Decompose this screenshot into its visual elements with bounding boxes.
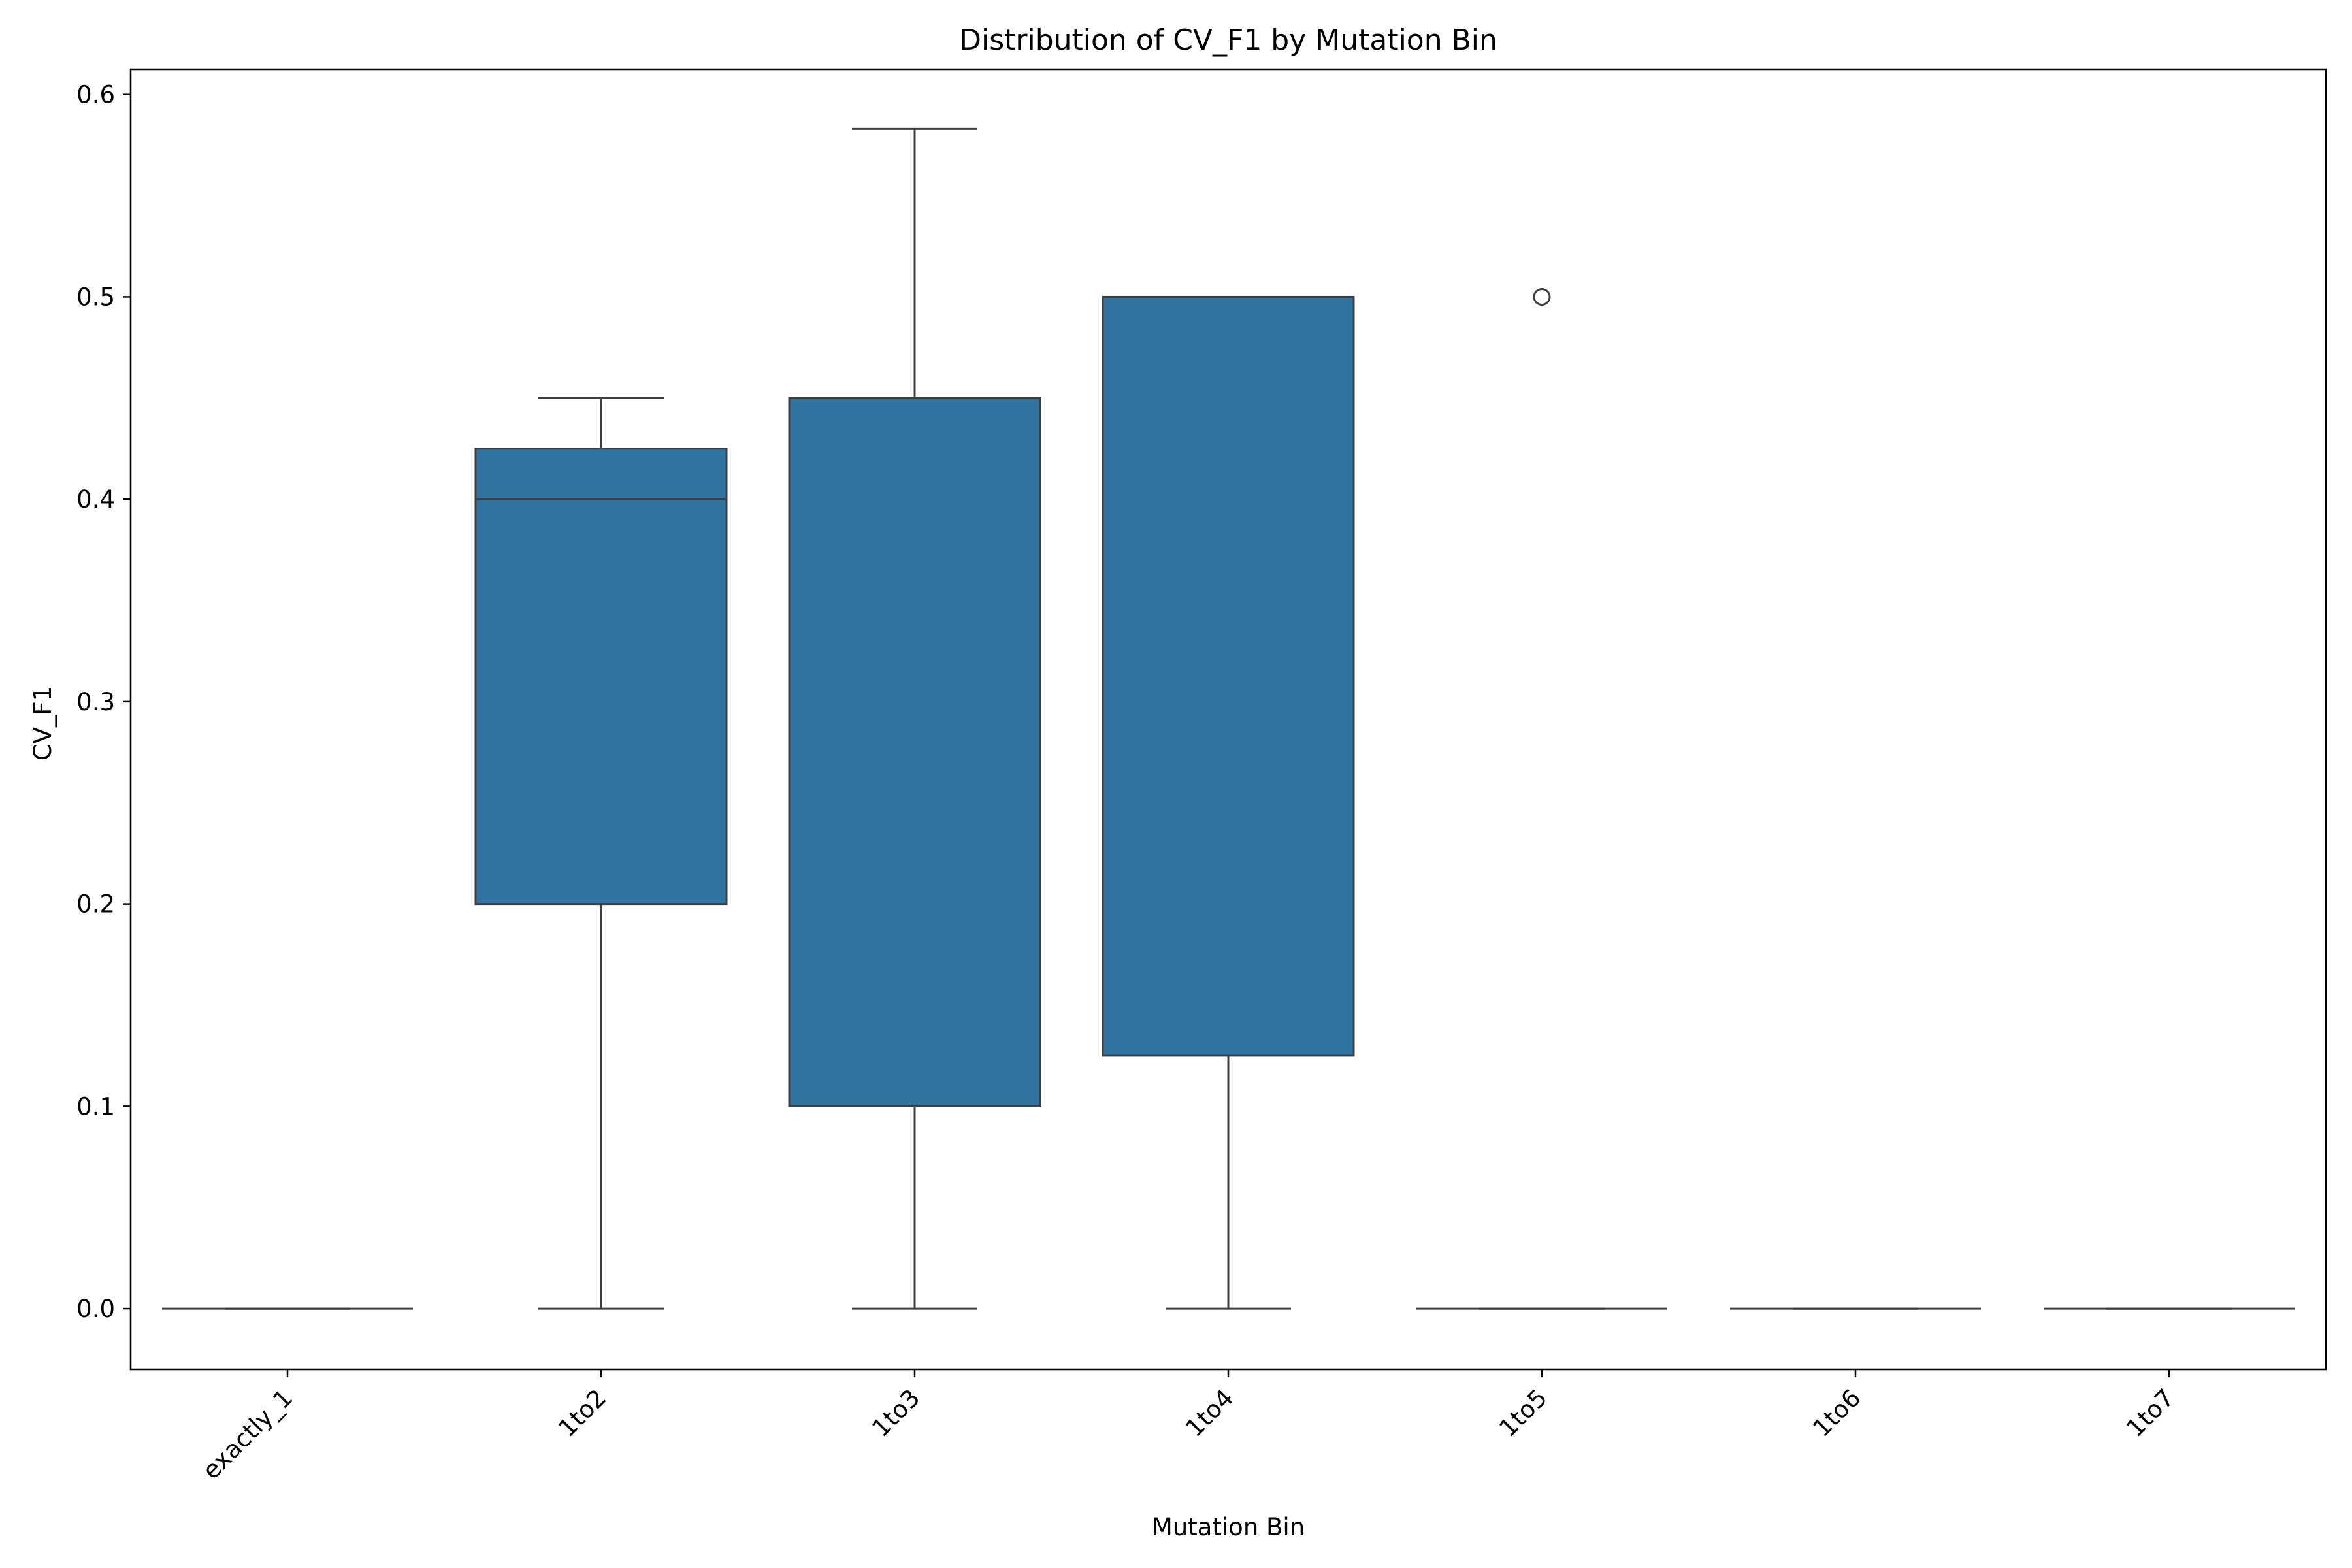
y-tick-label: 0.1 (76, 1092, 115, 1120)
y-tick-label: 0.6 (76, 81, 115, 109)
box-group-1to5 (1416, 287, 1667, 1310)
box-group-1to4 (1102, 295, 1355, 1310)
x-axis-label: Mutation Bin (1152, 1513, 1305, 1541)
box-1to4 (1102, 295, 1355, 1057)
y-tick-label: 0.5 (76, 283, 115, 311)
outlier-point (1533, 287, 1551, 306)
y-axis-label: CV_F1 (29, 686, 57, 760)
plot-area (162, 127, 2295, 1310)
box-1to3 (788, 397, 1041, 1107)
y-tick-label: 0.4 (76, 485, 115, 514)
y-tick-label: 0.3 (76, 688, 115, 716)
box-1to2 (474, 448, 728, 906)
box-group-1to3 (788, 127, 1041, 1310)
box-group-1to2 (474, 397, 728, 1310)
chart-title: Distribution of CV_F1 by Mutation Bin (959, 24, 1497, 57)
y-tick-label: 0.0 (76, 1295, 115, 1323)
plot-frame (129, 68, 2327, 1371)
y-tick-label: 0.2 (76, 890, 115, 919)
